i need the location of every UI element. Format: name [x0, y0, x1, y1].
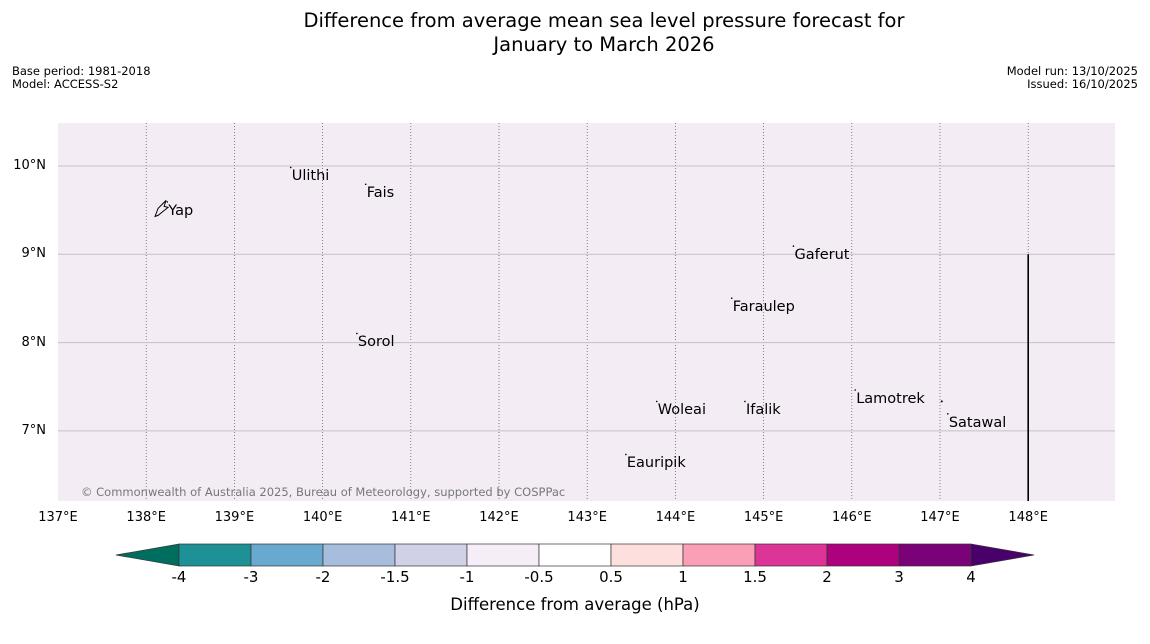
colorbar-segment: [898, 543, 972, 567]
atoll-marker: [792, 245, 795, 247]
place-label-gaferut: Gaferut: [794, 247, 850, 264]
chart-title: Difference from average mean sea level p…: [250, 9, 958, 57]
atoll-marker: [166, 201, 169, 203]
lat-tick-label: 9°N: [21, 246, 47, 262]
atoll-marker: [625, 453, 627, 456]
colorbar-tick-label: -2: [315, 568, 331, 586]
colorbar-tick-label: -1.5: [380, 568, 410, 586]
lat-tick-label: 7°N: [21, 422, 47, 438]
lon-tick-label: 137°E: [38, 510, 78, 525]
meta-left: Base period: 1981-2018 Model: ACCESS-S2: [12, 65, 151, 91]
place-label-ifalik: Ifalik: [745, 402, 781, 419]
lon-tick-label: 140°E: [302, 510, 343, 525]
colorbar-tick-label: -3: [243, 568, 259, 586]
place-label-faraulep: Faraulep: [732, 299, 795, 316]
lon-tick-label: 148°E: [1008, 510, 1048, 525]
lon-tick-label: 146°E: [832, 510, 872, 525]
place-label-lamotrek: Lamotrek: [856, 390, 925, 407]
colorbar-segment: [754, 543, 828, 567]
colorbar-tick-label: -1: [459, 568, 475, 586]
atoll-marker: [854, 389, 857, 391]
colorbar-tick-label: 0.5: [599, 568, 623, 586]
model-name: Model: ACCESS-S2: [12, 77, 119, 91]
atoll-marker: [356, 332, 358, 335]
meta-right: Model run: 13/10/2025 Issued: 16/10/2025: [1007, 65, 1138, 91]
lat-tick-label: 8°N: [21, 334, 47, 350]
place-label-woleai: Woleai: [657, 402, 706, 419]
colorbar-tick-label: 1.5: [743, 568, 767, 586]
colorbar-tick-label: 4: [966, 568, 976, 586]
copyright-notice: © Commonwealth of Australia 2025, Bureau…: [81, 485, 566, 499]
atoll-marker: [655, 400, 658, 403]
colorbar-segment: [826, 543, 900, 567]
atoll-marker: [289, 166, 292, 169]
colorbar: [115, 543, 1035, 567]
colorbar-segment: [538, 543, 612, 567]
yap-island-outline: [154, 200, 170, 218]
colorbar-extend-high: [970, 543, 1035, 567]
map-area: Yap Ulithi Fais Gaferut Faraulep Sorol Lamotre…: [58, 123, 1115, 501]
atoll-marker: [744, 400, 746, 403]
colorbar-segment: [178, 543, 252, 567]
colorbar-segment: [682, 543, 756, 567]
place-label-eauripik: Eauripik: [626, 455, 686, 472]
atoll-marker: [730, 297, 733, 299]
issued-date: Issued: 16/10/2025: [1027, 77, 1138, 91]
colorbar-extend-low: [115, 543, 180, 567]
colorbar-segment: [322, 543, 396, 567]
colorbar-segment: [466, 543, 540, 567]
title-line-1: Difference from average mean sea level p…: [303, 9, 905, 32]
place-label-satawal: Satawal: [948, 414, 1007, 431]
lon-tick-label: 143°E: [567, 510, 607, 525]
model-run: Model run: 13/10/2025: [1006, 64, 1138, 78]
lon-tick-label: 144°E: [655, 510, 696, 525]
base-period: Base period: 1981-2018: [12, 64, 151, 78]
colorbar-tick-label: 2: [822, 568, 832, 586]
islet-marker: [940, 400, 943, 403]
place-label-fais: Fais: [366, 185, 395, 202]
colorbar-label: Difference from average (hPa): [450, 595, 700, 614]
colorbar-tick-label: 3: [894, 568, 904, 586]
title-line-2: January to March 2026: [493, 33, 715, 56]
place-label-yap: Yap: [168, 202, 194, 219]
colorbar-segment: [394, 543, 468, 567]
place-label-ulithi: Ulithi: [291, 168, 330, 185]
lon-tick-label: 145°E: [743, 510, 784, 525]
lon-tick-label: 138°E: [126, 510, 166, 525]
colorbar-tick-label: -0.5: [524, 568, 554, 586]
lon-tick-label: 142°E: [479, 510, 519, 525]
atoll-marker: [364, 183, 367, 186]
place-label-sorol: Sorol: [357, 334, 395, 351]
lon-tick-label: 139°E: [214, 510, 255, 525]
colorbar-tick-label: -4: [171, 568, 187, 586]
lon-tick-label: 141°E: [391, 510, 431, 525]
colorbar-segment: [610, 543, 684, 567]
lat-tick-label: 10°N: [13, 158, 46, 173]
lon-tick-label: 147°E: [920, 510, 960, 525]
map-graticule: [58, 123, 1115, 501]
atoll-marker: [947, 413, 949, 415]
colorbar-tick-label: 1: [678, 568, 688, 586]
colorbar-segment: [250, 543, 324, 567]
